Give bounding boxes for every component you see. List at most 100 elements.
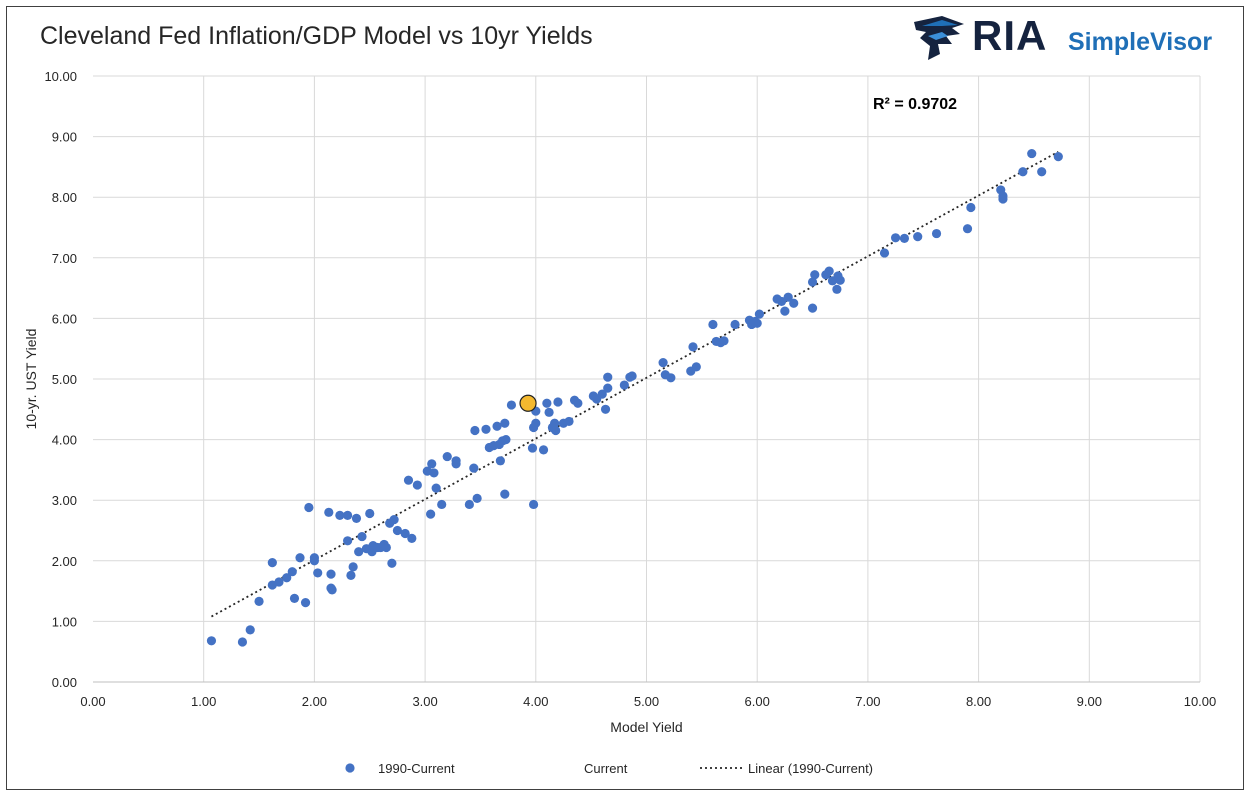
data-point <box>295 553 305 563</box>
data-point <box>365 508 375 519</box>
data-point <box>400 528 410 539</box>
data-point <box>206 636 217 646</box>
data-point <box>528 499 539 510</box>
data-point <box>658 358 668 368</box>
y-tick-label: 6.00 <box>52 311 77 326</box>
data-point <box>890 233 901 243</box>
current-point <box>519 394 537 412</box>
data-point <box>437 499 447 510</box>
x-tick-label: 9.00 <box>1077 694 1102 709</box>
data-point <box>343 510 353 520</box>
data-point <box>754 309 765 319</box>
y-tick-labels: 0.00 1.00 2.00 3.00 4.00 5.00 6.00 7.00 8.00 9.00… <box>44 69 77 690</box>
data-point <box>501 435 511 445</box>
logo-simplevisor-text: SimpleVisor <box>1068 28 1213 56</box>
logo-ria-text: RIA <box>972 12 1048 59</box>
data-point <box>282 573 292 583</box>
data-point <box>343 536 353 546</box>
data-point <box>789 298 799 308</box>
data-point <box>351 513 362 523</box>
data-point <box>289 593 300 603</box>
legend-marker-1990-current <box>345 763 355 773</box>
data-point <box>392 525 403 536</box>
data-point <box>431 483 441 493</box>
data-point <box>832 284 842 294</box>
x-tick-label: 2.00 <box>302 694 327 709</box>
data-point <box>807 303 818 313</box>
data-point <box>245 625 255 635</box>
data-point <box>472 493 482 503</box>
data-point <box>564 416 574 427</box>
data-point <box>688 342 698 352</box>
data-point <box>627 371 637 381</box>
data-point <box>407 533 417 543</box>
data-point <box>412 480 422 490</box>
data-point <box>357 531 367 542</box>
x-tick-label: 8.00 <box>966 694 991 709</box>
data-point <box>451 459 461 469</box>
data-point <box>300 598 311 608</box>
data-point <box>427 459 437 469</box>
data-point <box>551 425 561 436</box>
data-point <box>1037 167 1047 177</box>
data-point <box>309 556 319 566</box>
gridlines <box>93 75 1201 682</box>
linear-trendline <box>211 150 1059 618</box>
current-data-point <box>519 394 537 412</box>
data-point <box>899 233 910 244</box>
data-point <box>495 456 505 466</box>
y-tick-label: 8.00 <box>52 190 77 205</box>
data-point <box>931 228 942 239</box>
x-tick-label: 10.00 <box>1184 694 1217 709</box>
data-point <box>600 404 611 414</box>
data-point <box>691 362 701 372</box>
data-point <box>824 266 834 276</box>
data-point <box>274 577 284 587</box>
data-point <box>354 547 364 557</box>
legend-label-linear: Linear (1990-Current) <box>748 761 873 776</box>
data-point <box>913 231 923 242</box>
data-point <box>267 558 277 568</box>
data-point <box>381 542 391 553</box>
data-point <box>553 397 563 407</box>
data-points <box>206 148 1063 647</box>
data-point <box>550 418 560 428</box>
data-point <box>603 383 613 393</box>
data-point <box>313 568 323 578</box>
data-point <box>807 277 818 287</box>
data-point <box>1027 148 1037 159</box>
data-point <box>538 445 549 455</box>
eagle-head-icon <box>914 16 964 60</box>
data-point <box>254 596 264 607</box>
data-point <box>619 380 629 390</box>
x-axis-label: Model Yield <box>610 719 682 735</box>
data-point <box>304 502 314 513</box>
trendline <box>211 150 1059 618</box>
r-squared-annotation: R² = 0.9702 <box>873 96 957 113</box>
x-tick-labels: 0.00 1.00 2.00 3.00 4.00 5.00 6.00 7.00 8.00 9.00… <box>80 694 1216 709</box>
data-point <box>544 407 554 417</box>
data-point <box>492 421 502 431</box>
x-tick-label: 6.00 <box>745 694 770 709</box>
data-point <box>603 372 613 382</box>
data-point <box>324 507 334 517</box>
data-point <box>708 319 718 330</box>
data-point <box>1018 167 1028 177</box>
data-point <box>879 248 890 258</box>
data-point <box>810 270 820 280</box>
data-point <box>327 585 337 595</box>
data-point <box>542 398 552 408</box>
data-point <box>962 224 973 234</box>
x-tick-label: 5.00 <box>634 694 659 709</box>
data-point <box>780 306 790 316</box>
y-tick-label: 4.00 <box>52 433 77 448</box>
y-tick-label: 10.00 <box>44 69 77 84</box>
data-point <box>783 292 793 302</box>
data-point <box>500 418 510 428</box>
data-point <box>429 468 439 478</box>
data-point <box>752 318 762 328</box>
data-point <box>666 373 676 383</box>
data-point <box>730 319 740 330</box>
data-point <box>287 567 297 577</box>
data-point <box>346 570 356 580</box>
